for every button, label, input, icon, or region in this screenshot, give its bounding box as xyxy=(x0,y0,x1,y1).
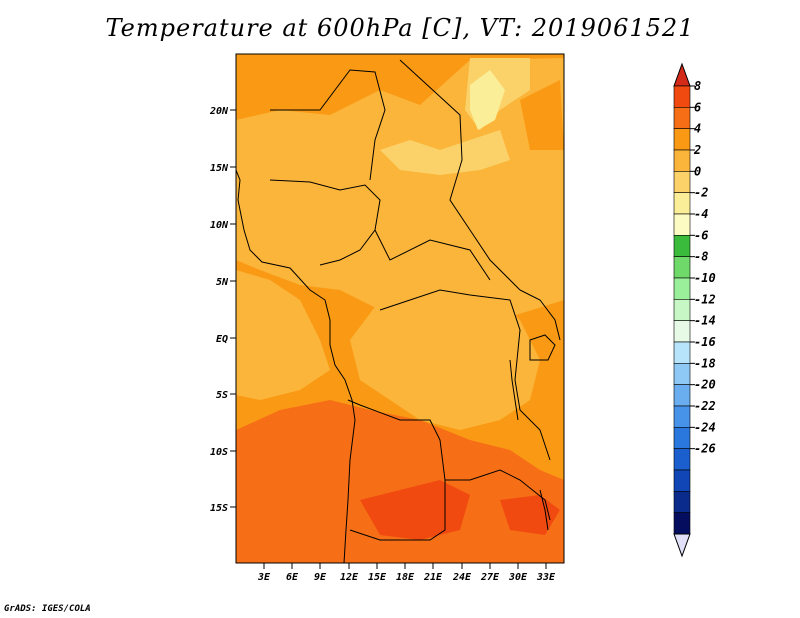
y-label-15n: 15N xyxy=(210,163,229,174)
x-label-9e: 9E xyxy=(314,572,327,583)
field-zone-4-6-south xyxy=(236,400,564,563)
field-zone-2-4-ne xyxy=(520,80,564,150)
colorbar-ticks xyxy=(690,85,695,450)
x-label-15e: 15E xyxy=(368,572,387,583)
field-zone-0-2-central xyxy=(350,280,540,430)
colorbar-label: -2 xyxy=(694,186,708,200)
colorbar-label: 0 xyxy=(694,164,701,178)
map-plot xyxy=(236,54,564,563)
colorbar-label: 4 xyxy=(694,122,701,136)
colorbar-top-arrow xyxy=(673,62,691,87)
colorbar-segment xyxy=(673,85,691,108)
coastlines-borders xyxy=(236,59,561,563)
colorbar-segment xyxy=(673,192,691,215)
map-frame xyxy=(235,53,565,564)
colorbar-label: -10 xyxy=(694,271,716,285)
field-zone-neg4-neg2 xyxy=(470,70,505,130)
border-sahara xyxy=(270,69,386,181)
x-label-12e: 12E xyxy=(340,572,359,583)
colorbar-segment xyxy=(673,448,691,471)
y-axis-labels: 20N 15N 10N 5N EQ 5S 10S 15S xyxy=(209,106,229,514)
colorbar-segment xyxy=(673,320,691,343)
colorbar-segment xyxy=(673,149,691,172)
coastline-west xyxy=(236,169,356,563)
x-label-3e: 3E xyxy=(257,572,271,583)
colorbar-label: 6 xyxy=(694,100,701,114)
border-angola xyxy=(347,399,446,541)
colorbar: 8 6 4 2 0 -2 -4 -6 -8 -10 -12 -14 -16 -18 -20 -22 -24 -26 xyxy=(673,62,716,558)
map-title: Temperature at 600hPa [C], VT: 201906152… xyxy=(105,14,695,42)
colorbar-segment xyxy=(673,299,691,321)
colorbar-labels: 8 6 4 2 0 -2 -4 -6 -8 -10 -12 -14 -16 -18 -20 -22 -24 -26 xyxy=(693,79,716,456)
y-label-10s: 10S xyxy=(210,447,228,458)
colorbar-segment xyxy=(673,427,691,449)
border-chad-sudan xyxy=(399,59,521,291)
y-label-eq: EQ xyxy=(216,334,228,345)
y-label-20n: 20N xyxy=(209,106,229,117)
colorbar-label: -26 xyxy=(694,442,716,456)
colorbar-label: 2 xyxy=(693,143,701,157)
border-east xyxy=(519,289,561,341)
colorbar-label: -16 xyxy=(694,335,716,349)
colorbar-label: -14 xyxy=(694,314,716,328)
colorbar-segments xyxy=(673,62,691,558)
colorbar-label: -6 xyxy=(694,228,708,242)
border-congo xyxy=(379,289,551,461)
field-zone-6-8-se xyxy=(500,495,560,535)
y-label-15s: 15S xyxy=(210,503,228,514)
colorbar-label: -22 xyxy=(694,399,716,413)
x-label-21e: 21E xyxy=(423,572,443,583)
colorbar-label: -20 xyxy=(694,378,716,392)
y-label-10n: 10N xyxy=(210,220,229,231)
lake-victoria xyxy=(529,334,556,361)
colorbar-label: -24 xyxy=(694,420,716,434)
colorbar-label: -18 xyxy=(694,356,716,370)
y-axis-ticks xyxy=(230,109,236,508)
border-zambia xyxy=(445,469,551,521)
colorbar-segment xyxy=(673,256,691,279)
x-axis-ticks xyxy=(263,563,547,569)
colorbar-label: -4 xyxy=(694,207,708,221)
colorbar-segment xyxy=(673,171,691,193)
colorbar-segment xyxy=(673,469,691,492)
colorbar-segment xyxy=(673,128,691,151)
colorbar-bottom-arrow xyxy=(673,533,691,558)
colorbar-label: -12 xyxy=(694,292,716,306)
border-west-africa xyxy=(269,179,381,266)
border-central xyxy=(374,229,491,281)
field-zone-2-4-nw xyxy=(250,62,330,110)
x-label-18e: 18E xyxy=(396,572,415,583)
colorbar-segment xyxy=(673,363,691,385)
y-label-5n: 5N xyxy=(216,277,229,288)
footer-credit: GrADS: IGES/COLA xyxy=(4,604,91,614)
colorbar-segment xyxy=(673,235,691,257)
x-label-27e: 27E xyxy=(480,572,500,583)
colorbar-label: 8 xyxy=(694,79,701,93)
y-label-5s: 5S xyxy=(216,390,228,401)
colorbar-segment xyxy=(673,512,691,535)
colorbar-segment xyxy=(673,213,691,236)
x-label-30e: 30E xyxy=(508,572,528,583)
colorbar-label: -8 xyxy=(694,250,708,264)
lake-tanganyika xyxy=(509,359,519,421)
colorbar-segment xyxy=(673,491,691,513)
x-label-24e: 24E xyxy=(452,572,472,583)
x-label-6e: 6E xyxy=(286,572,299,583)
colorbar-segment xyxy=(673,384,691,407)
field-zone-neg2-0-sahel xyxy=(380,130,510,175)
x-axis-labels: 3E 6E 9E 12E 15E 18E 21E 24E 27E 30E 33E xyxy=(257,572,556,583)
colorbar-segment xyxy=(673,277,691,300)
field-zone-6-8-angola xyxy=(360,480,470,540)
colorbar-segment xyxy=(673,341,691,364)
lake-malawi xyxy=(539,489,549,531)
colorbar-segment xyxy=(673,405,691,428)
field-zone-0-2-west xyxy=(236,270,330,400)
colorbar-segment xyxy=(673,107,691,129)
x-label-33e: 33E xyxy=(536,572,556,583)
